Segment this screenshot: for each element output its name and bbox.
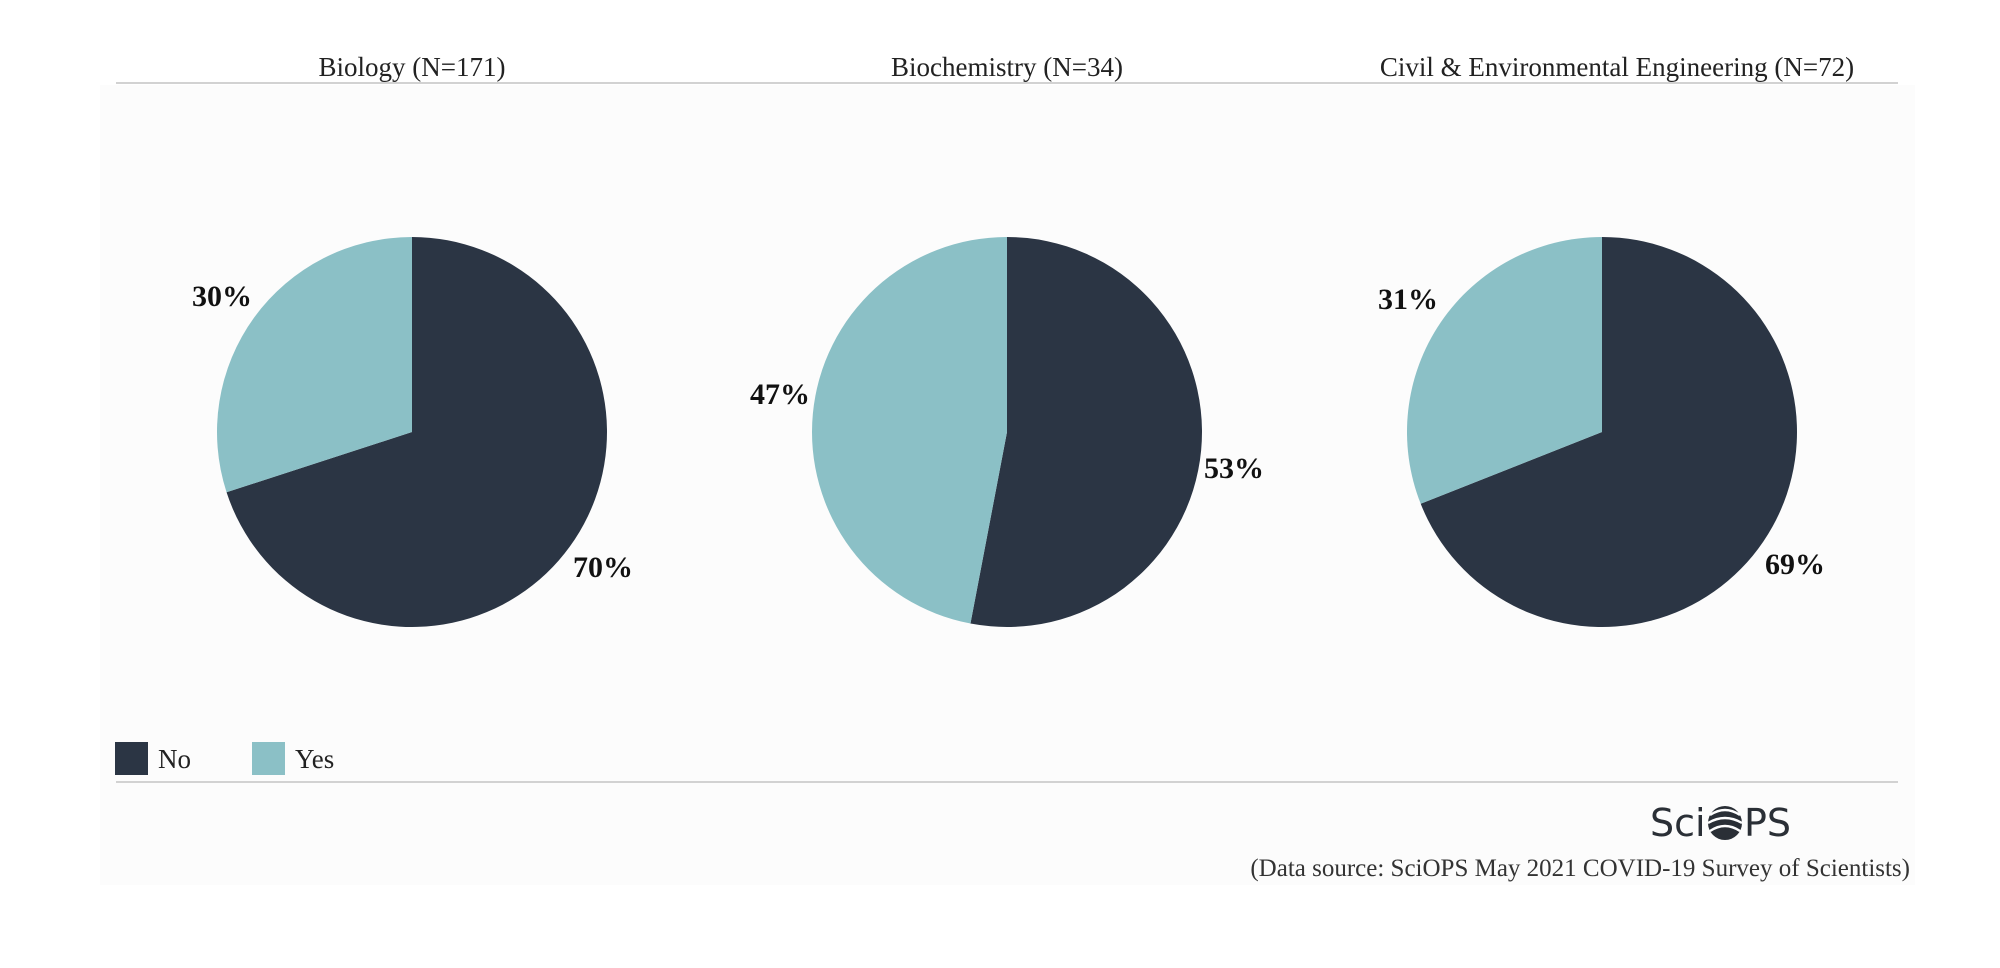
slice-label-biochemistry-no: 53% xyxy=(1204,452,1264,485)
pie-slice-biology-no xyxy=(226,237,607,627)
legend-swatch-yes xyxy=(252,742,285,775)
pie-slice-biochemistry-yes xyxy=(811,237,1007,624)
data-source-note: (Data source: SciOPS May 2021 COVID-19 S… xyxy=(1250,855,1910,882)
slice-label-civil-no: 69% xyxy=(1765,548,1825,581)
logo-text-sci: Sci xyxy=(1650,801,1706,845)
legend: No Yes xyxy=(115,742,334,775)
sciops-logo: Sci PS xyxy=(1650,801,1791,845)
pie-biochemistry xyxy=(811,237,1202,627)
logo-text-ps: PS xyxy=(1744,801,1791,845)
slice-label-biology-no: 70% xyxy=(573,551,633,584)
pie-civil-environmental-engineering xyxy=(1406,237,1797,627)
pie-slice-biology-yes xyxy=(216,237,412,493)
pie-slice-civil-no xyxy=(1420,237,1797,627)
legend-label-yes: Yes xyxy=(295,744,334,774)
legend-label-no: No xyxy=(158,744,191,774)
pie-biology xyxy=(216,237,607,627)
slice-label-biochemistry-yes: 47% xyxy=(750,378,810,411)
legend-swatch-no xyxy=(115,742,148,775)
panel-title-0: Biology (N=171) xyxy=(319,52,506,82)
panel-title-1: Biochemistry (N=34) xyxy=(891,52,1123,82)
slice-label-civil-yes: 31% xyxy=(1378,283,1438,316)
pie-slice-biochemistry-no xyxy=(970,237,1202,627)
panel-title-2: Civil & Environmental Engineering (N=72) xyxy=(1380,52,1854,82)
globe-logo-icon xyxy=(1707,806,1743,840)
pie-slice-civil-yes xyxy=(1406,237,1602,504)
slice-label-biology-yes: 30% xyxy=(192,280,252,313)
